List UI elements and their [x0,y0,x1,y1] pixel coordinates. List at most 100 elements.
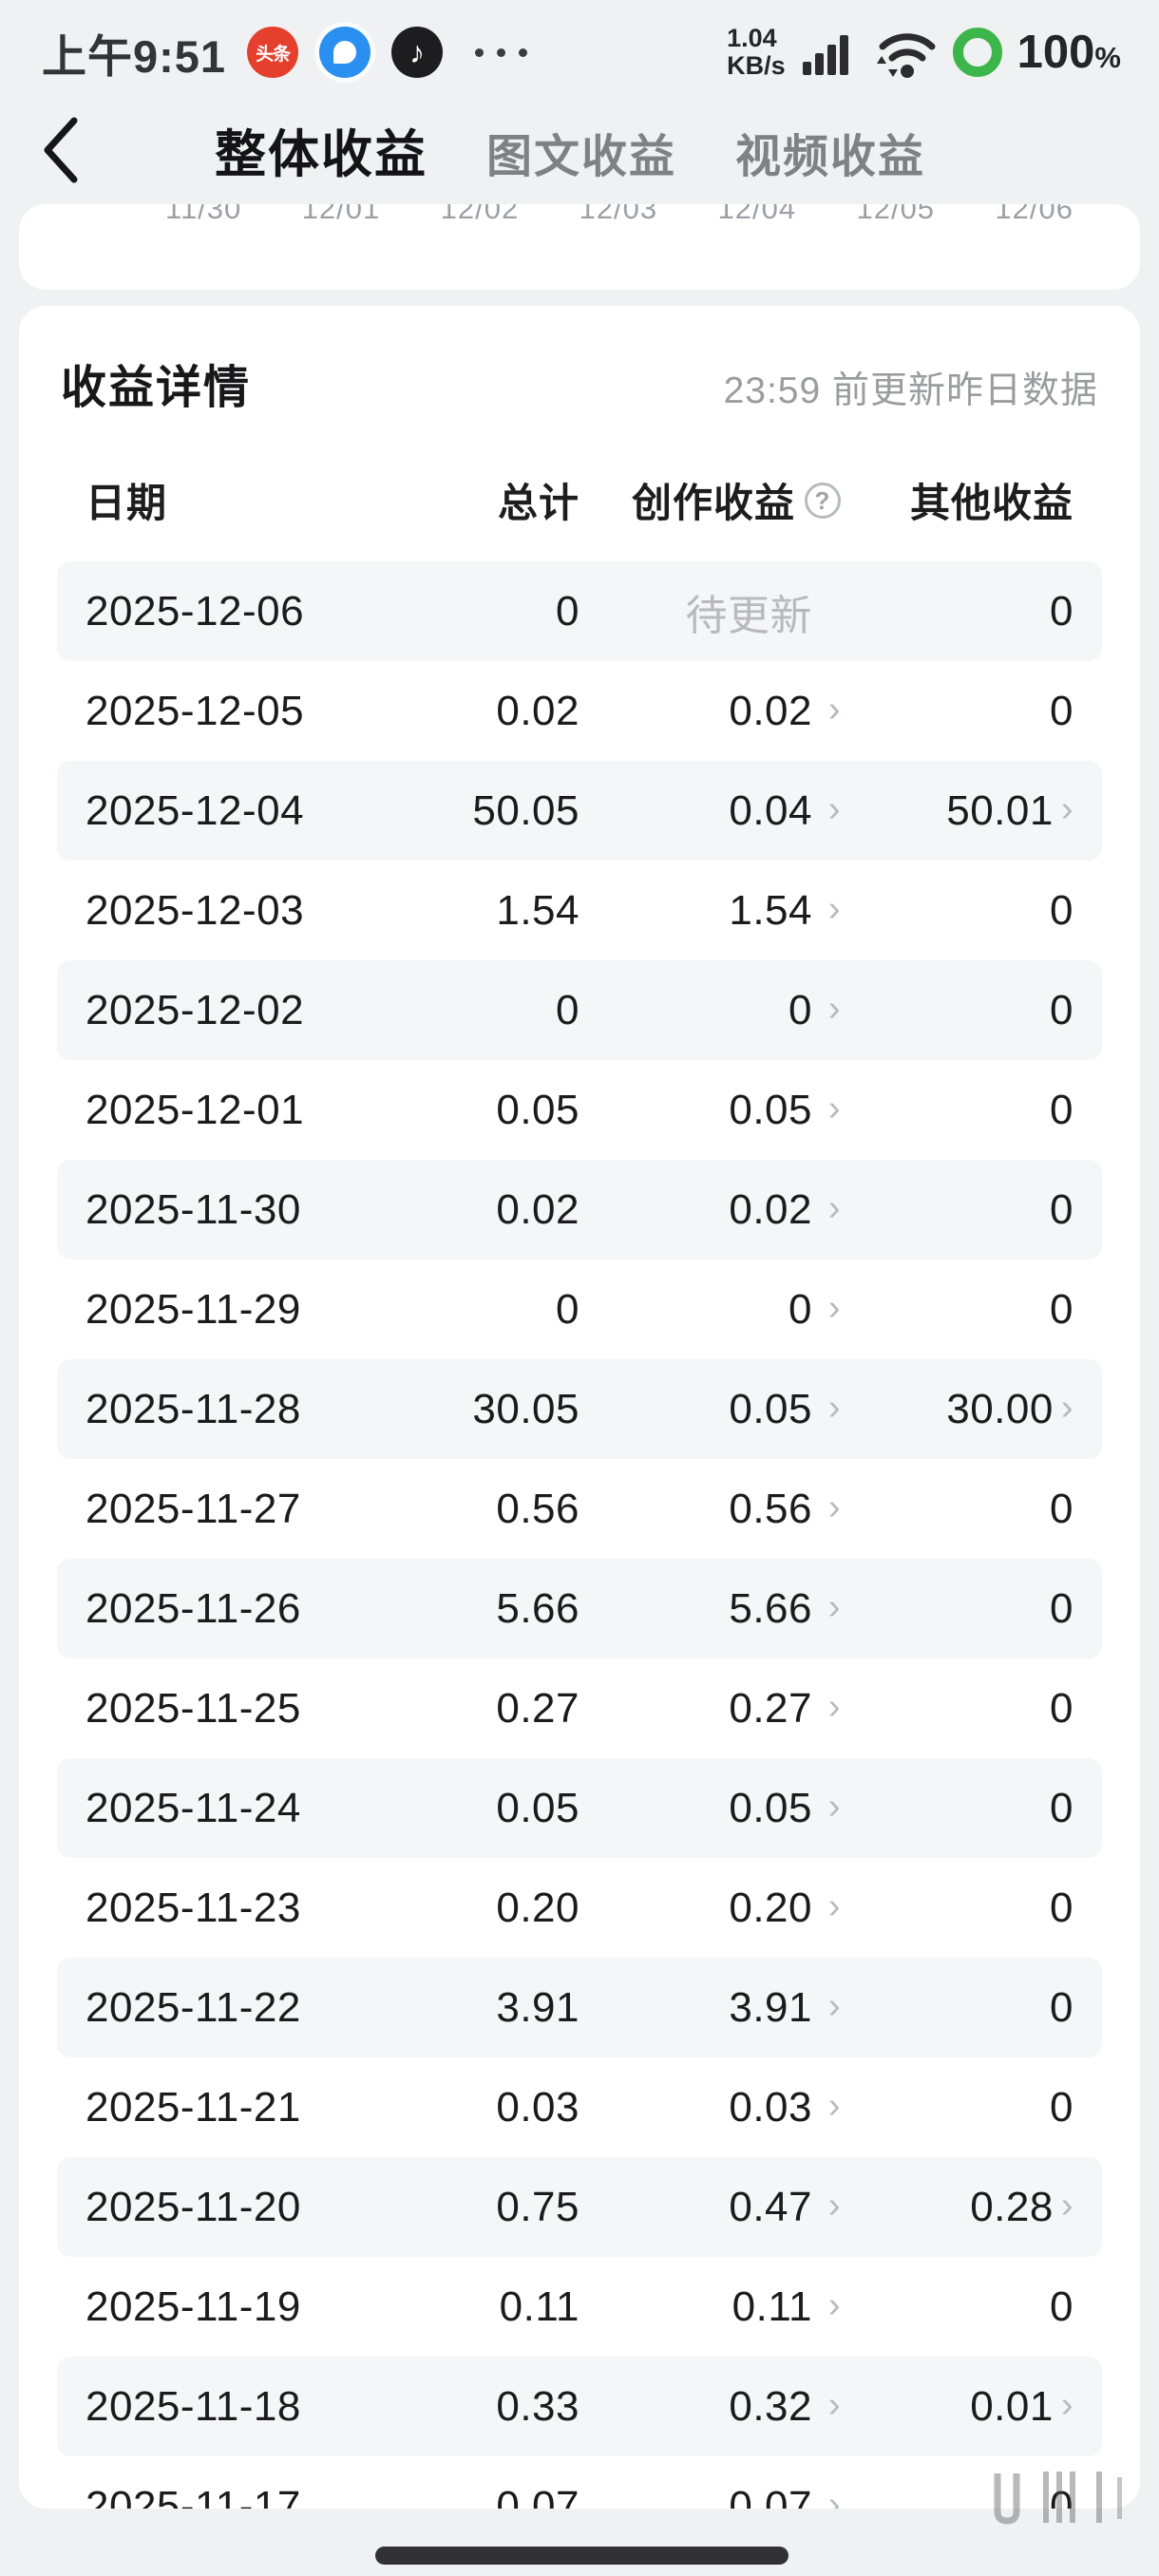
battery-percentage: 100% [1016,27,1121,78]
row-date: 2025-11-24 [86,1784,301,1831]
update-note: 23:59 前更新昨日数据 [723,370,1098,411]
status-bar: 上午9:51 头条 ♪ 1.04 KB/s 100% [0,0,1159,95]
row-other-cell: 0 [841,987,1074,1034]
row-date: 2025-11-22 [86,1983,301,2031]
row-creation-chevron chevron-right-icon: › [827,1287,841,1328]
row-total: 0.75 [496,2183,580,2230]
row-creation-cell[interactable]: 5.66 › [580,1585,841,1633]
more-notifications-icon [475,47,528,57]
row-creation-cell[interactable]: 0.05 › [580,1386,841,1433]
row-creation-cell[interactable]: 1.54 › [580,887,841,935]
help-icon[interactable]: ? [805,482,841,519]
row-creation-value: 0.04 [729,786,812,834]
home-indicator-bar[interactable] [375,2547,788,2565]
row-creation-value: 待更新 [685,592,812,639]
row-creation-chevron chevron-right-icon: › [827,1686,841,1727]
row-creation-cell[interactable]: 0.32 › [580,2383,841,2431]
income-details-card: 收益详情 23:59 前更新昨日数据 日期 总计 创作收益 ? 其他收益 202… [19,306,1140,2509]
row-creation-chevron chevron-right-icon: › [827,2284,841,2325]
row-other-cell[interactable]: 50.01 › [841,787,1074,835]
row-creation-cell[interactable]: 0.07 › [580,2483,841,2510]
table-row: 2025-12-06 0 待更新 0 [57,561,1102,661]
chart-x-axis-labels: 11/30 12/01 12/02 12/03 12/04 12/05 12/0… [19,204,1140,226]
row-other-cell: 0 [841,1486,1074,1533]
row-other-cell[interactable]: 0.28 › [841,2184,1074,2231]
row-creation-cell[interactable]: 0 › [580,987,841,1034]
table-row: 2025-11-30 0.02 0.02 › 0 [57,1160,1102,1260]
row-other-value: 0 [1050,2282,1074,2330]
row-date: 2025-11-28 [86,1385,301,1432]
row-date: 2025-11-21 [86,2083,301,2131]
row-total: 3.91 [496,1983,580,2031]
axis-label: 12/03 [579,204,658,225]
row-other-chevron chevron-right-icon: › [1060,2384,1074,2425]
wifi-icon [876,33,936,78]
row-date: 2025-12-05 [86,687,305,734]
row-other-value: 0 [1050,1185,1074,1233]
row-creation-cell[interactable]: 0.05 › [580,1087,841,1134]
table-row: 2025-12-05 0.02 0.02 › 0 [57,661,1102,761]
back-button[interactable] [38,115,104,185]
table-row: 2025-11-17 0.07 0.07 › 0 [57,2456,1102,2509]
row-other-cell: 0 [841,1087,1074,1134]
row-creation-cell[interactable]: 0.27 › [580,1685,841,1733]
row-other-cell: 0 [841,688,1074,735]
row-total: 0 [556,587,580,635]
row-creation-cell[interactable]: 0 › [580,1286,841,1334]
column-header-total: 总计 [497,481,580,525]
row-creation-cell[interactable]: 0.20 › [580,1885,841,1932]
row-total: 0.05 [496,1086,580,1133]
axis-label: 12/01 [301,204,381,225]
row-creation-cell[interactable]: 0.04 › [580,787,841,835]
tab-article-income[interactable]: 图文收益 [485,132,676,182]
row-creation-value: 0.02 [729,1185,812,1233]
row-other-value: 0 [1050,1884,1074,1931]
douyin-badge-icon: ♪ [391,27,444,78]
row-creation-cell[interactable]: 0.56 › [580,1486,841,1533]
axis-label: 12/04 [717,204,797,225]
row-creation-cell[interactable]: 0.11 › [580,2283,841,2331]
row-other-value: 0 [1050,1086,1074,1133]
row-creation-cell[interactable]: 0.05 › [580,1785,841,1832]
row-other-value: 0.01 [970,2382,1054,2430]
row-total: 0.56 [496,1485,580,1532]
row-other-value: 0 [1050,886,1074,934]
row-creation-chevron chevron-right-icon: › [827,1885,841,1926]
table-row: 2025-11-24 0.05 0.05 › 0 [57,1758,1102,1858]
network-speed: 1.04 KB/s [727,24,786,80]
row-creation-cell[interactable]: 0.03 › [580,2084,841,2131]
row-creation-value: 0 [788,1285,812,1333]
table-row: 2025-11-19 0.11 0.11 › 0 [57,2257,1102,2357]
row-creation-chevron chevron-right-icon: › [827,2085,841,2126]
row-creation-chevron chevron-right-icon: › [827,2384,841,2425]
row-creation-cell[interactable]: 0.02 › [580,1186,841,1234]
status-bar-right: 1.04 KB/s 100% [727,25,1121,80]
tab-overall-income[interactable]: 整体收益 [214,126,428,183]
table-row: 2025-12-03 1.54 1.54 › 0 [57,861,1102,960]
row-total: 0.07 [496,2482,580,2510]
tab-video-income[interactable]: 视频收益 [735,132,926,182]
row-creation-cell[interactable]: 3.91 › [580,1984,841,2032]
earnings-table-body: 2025-12-06 0 待更新 0 2025-12-05 0.02 0.02 … [57,561,1102,2509]
row-creation-cell[interactable]: 0.47 › [580,2184,841,2231]
row-creation-chevron chevron-right-icon: › [827,1786,841,1827]
row-date: 2025-11-23 [86,1884,301,1931]
row-creation-value: 0.05 [729,1086,812,1133]
row-total: 30.05 [472,1385,580,1432]
row-other-cell[interactable]: 0.01 › [841,2383,1074,2431]
row-other-cell[interactable]: 30.00 › [841,1386,1074,1433]
row-total: 0.05 [496,1784,580,1831]
chevron-left-icon [44,117,78,182]
row-total: 0 [556,1285,580,1333]
row-date: 2025-11-19 [86,2282,301,2330]
row-creation-value: 3.91 [729,1983,812,2031]
row-other-cell: 0 [841,887,1074,935]
row-date: 2025-11-18 [86,2382,301,2430]
table-row: 2025-11-23 0.20 0.20 › 0 [57,1858,1102,1958]
table-row: 2025-11-20 0.75 0.47 › 0.28 › [57,2157,1102,2257]
row-other-value: 50.01 [946,786,1054,834]
row-other-cell: 0 [841,1785,1074,1832]
row-creation-cell[interactable]: 0.02 › [580,688,841,735]
row-total: 0.27 [496,1684,580,1732]
row-date: 2025-11-30 [86,1185,301,1233]
